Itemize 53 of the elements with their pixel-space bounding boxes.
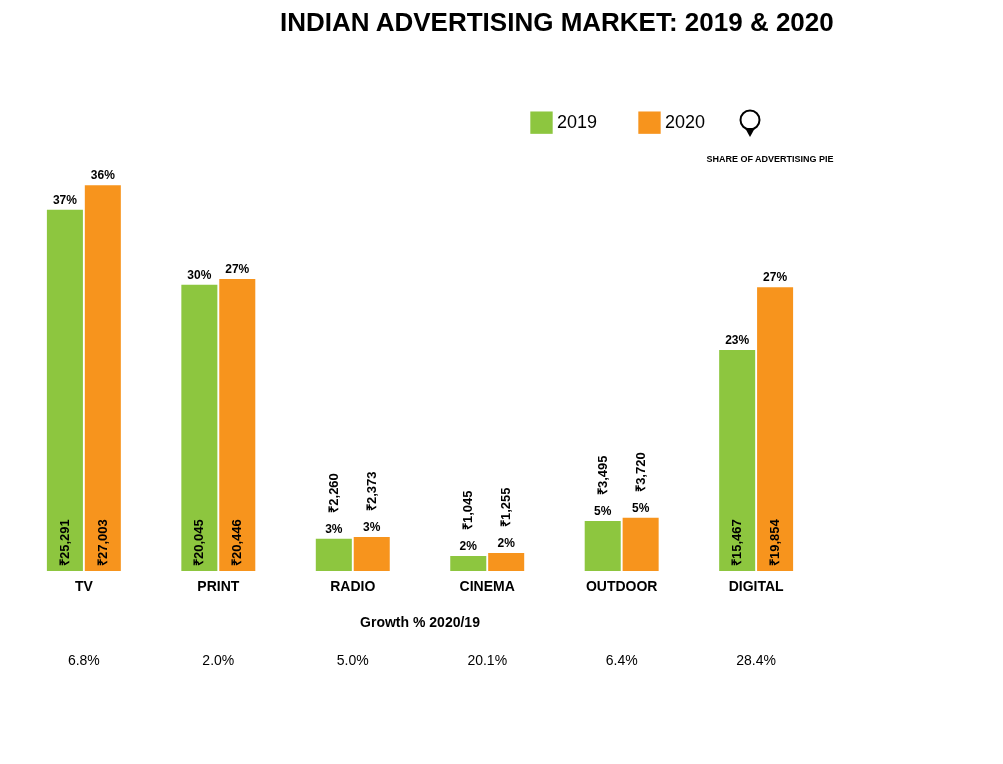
x-tick-label: PRINT (197, 577, 240, 594)
bar (488, 553, 525, 571)
data-label: ₹2,373 (363, 471, 379, 512)
data-label: ₹1,045 (460, 490, 476, 531)
annotation: 5% (631, 500, 650, 515)
x-tick-label: DIGITAL (728, 577, 785, 594)
text: 6.8% (67, 652, 100, 668)
data-label: ₹25,291 (56, 519, 72, 566)
annotation: 37% (52, 192, 78, 207)
legend-label: 2020 (665, 111, 706, 132)
bar (757, 287, 794, 571)
text: 20.1% (467, 652, 508, 668)
annotation: 2% (497, 536, 516, 551)
text: 6.4% (605, 652, 638, 668)
data-label: ₹27,003 (94, 519, 110, 566)
legend-label: 2019 (557, 111, 598, 132)
text: 28.4% (736, 652, 776, 668)
bar (219, 278, 256, 571)
data-label: ₹15,467 (729, 519, 745, 566)
annotation: 30% (187, 267, 212, 282)
bar (84, 185, 121, 571)
annotation: 2% (459, 539, 478, 554)
annotation: 36% (90, 168, 116, 183)
annotation: 3% (363, 520, 381, 535)
bar (584, 521, 621, 571)
bar (719, 350, 756, 571)
data-label: ₹3,495 (594, 455, 610, 496)
annotation: 27% (225, 261, 250, 276)
bar (622, 517, 659, 571)
x-tick-label: OUTDOOR (585, 577, 658, 594)
x-tick-label: TV (74, 577, 94, 594)
text: Growth % 2020/19 (360, 614, 481, 630)
bar (46, 209, 83, 571)
data-label: ₹1,255 (498, 487, 514, 528)
data-label: ₹20,045 (191, 519, 207, 566)
text: 2.0% (202, 652, 235, 668)
data-label: ₹2,260 (325, 473, 341, 513)
text: SHARE OF ADVERTISING PIE (706, 154, 834, 164)
data-label: ₹3,720 (632, 452, 648, 492)
bar (450, 556, 487, 571)
annotation: 3% (325, 521, 343, 536)
bar (315, 538, 352, 571)
chart-title: INDIAN ADVERTISING MARKET: 2019 & 2020 (279, 7, 834, 37)
data-label: ₹20,446 (229, 519, 245, 566)
bar (181, 284, 218, 571)
bar (353, 537, 390, 571)
x-tick-label: CINEMA (459, 577, 515, 594)
annotation: 5% (594, 504, 612, 519)
annotation: 27% (763, 270, 788, 285)
data-label: ₹19,854 (767, 518, 783, 566)
annotation: 23% (725, 333, 750, 348)
text: 5.0% (336, 652, 369, 668)
x-tick-label: RADIO (330, 577, 376, 594)
